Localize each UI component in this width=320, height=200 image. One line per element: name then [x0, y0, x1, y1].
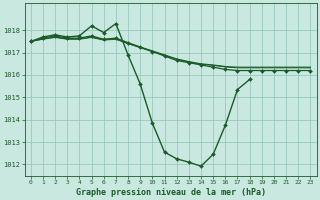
X-axis label: Graphe pression niveau de la mer (hPa): Graphe pression niveau de la mer (hPa)	[76, 188, 266, 197]
